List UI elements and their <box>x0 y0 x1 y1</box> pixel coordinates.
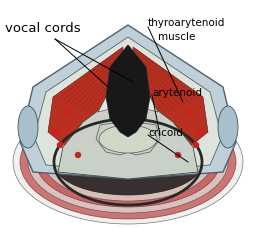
Circle shape <box>53 129 60 136</box>
Polygon shape <box>133 48 208 152</box>
Text: muscle: muscle <box>158 32 195 42</box>
Ellipse shape <box>44 123 212 201</box>
Polygon shape <box>98 46 128 112</box>
Ellipse shape <box>20 106 236 219</box>
Ellipse shape <box>36 117 220 207</box>
Polygon shape <box>48 48 123 152</box>
Text: vocal cords: vocal cords <box>5 22 81 35</box>
Polygon shape <box>128 123 160 155</box>
Text: cricoid: cricoid <box>148 128 183 137</box>
Circle shape <box>57 143 62 148</box>
Polygon shape <box>96 123 128 155</box>
Circle shape <box>66 110 70 115</box>
Text: arytenoid: arytenoid <box>152 88 202 98</box>
Text: thyroarytenoid: thyroarytenoid <box>148 18 225 28</box>
Polygon shape <box>58 103 198 179</box>
Ellipse shape <box>28 112 228 213</box>
Circle shape <box>197 129 204 136</box>
Ellipse shape <box>18 106 38 148</box>
Circle shape <box>185 110 191 115</box>
Ellipse shape <box>53 129 203 195</box>
Ellipse shape <box>218 106 238 148</box>
Ellipse shape <box>13 101 243 224</box>
Circle shape <box>76 153 81 158</box>
Polygon shape <box>34 38 222 172</box>
Polygon shape <box>106 46 150 137</box>
Circle shape <box>193 143 198 148</box>
Ellipse shape <box>99 125 157 153</box>
Polygon shape <box>128 46 158 112</box>
Circle shape <box>176 153 181 158</box>
Polygon shape <box>20 26 236 179</box>
